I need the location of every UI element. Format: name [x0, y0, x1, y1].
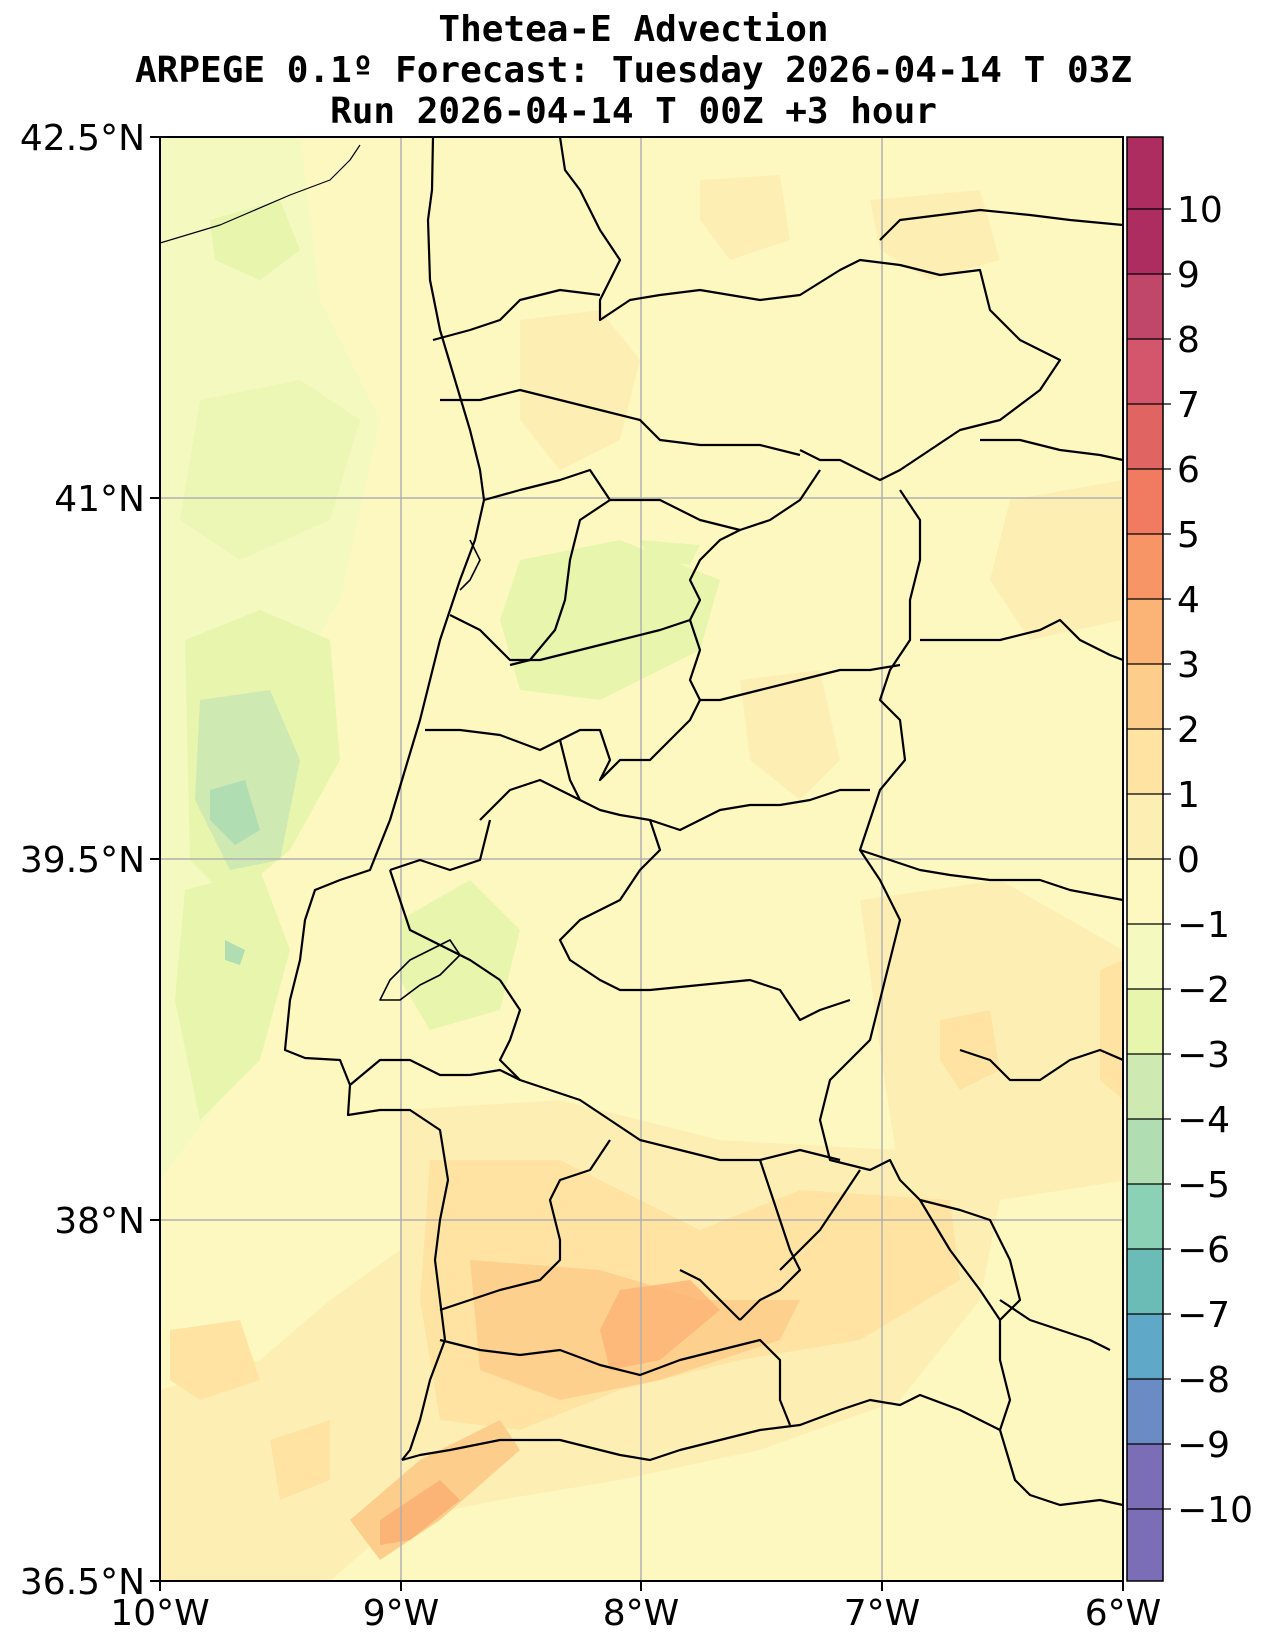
colorbar-label: 0: [1177, 840, 1200, 881]
colorbar-bin: [1127, 599, 1163, 665]
colorbar-bin: [1127, 729, 1163, 795]
x-tick-label: 9°W: [363, 1593, 440, 1634]
y-tick-label: 39.5°N: [20, 840, 145, 881]
colorbar-label: −8: [1177, 1360, 1230, 1401]
colorbar-bin: [1127, 339, 1163, 405]
x-tick-label: 7°W: [844, 1593, 921, 1634]
colorbar-bin: [1127, 989, 1163, 1055]
colorbar-bin: [1127, 1314, 1163, 1380]
colorbar-label: 7: [1177, 385, 1200, 426]
colorbar-label: 10: [1177, 190, 1223, 231]
colorbar-label: −2: [1177, 970, 1230, 1011]
colorbar-label: 3: [1177, 645, 1200, 686]
colorbar-label: −1: [1177, 905, 1230, 946]
x-tick-label: 8°W: [603, 1593, 680, 1634]
colorbar-label: −5: [1177, 1165, 1230, 1206]
colorbar-bin: [1127, 534, 1163, 600]
axis-ticks: [150, 136, 1124, 1591]
colorbar-label: 1: [1177, 775, 1200, 816]
x-tick-label: 10°W: [110, 1593, 209, 1634]
colorbar-label: −10: [1177, 1490, 1253, 1531]
colorbar-label: −6: [1177, 1230, 1230, 1271]
y-tick-label: 38°N: [54, 1201, 145, 1242]
map-subtitle-run: Run 2026-04-14 T 00Z +3 hour: [330, 91, 937, 132]
graticule: [160, 137, 1123, 1581]
colorbar-bin: [1127, 1249, 1163, 1315]
colorbar-label: −3: [1177, 1035, 1230, 1076]
colorbar-bin: [1127, 209, 1163, 275]
colorbar-bin: [1127, 1054, 1163, 1120]
colorbar-label: −9: [1177, 1425, 1230, 1466]
colorbar-label: 2: [1177, 710, 1200, 751]
colorbar-bin: [1127, 924, 1163, 990]
colorbar-bin: [1127, 859, 1163, 925]
colorbar-bin: [1127, 469, 1163, 535]
y-tick-label: 42.5°N: [20, 118, 145, 159]
colorbar-label: 6: [1177, 450, 1200, 491]
y-tick-labels: 36.5°N 38°N 39.5°N 41°N 42.5°N: [20, 118, 145, 1603]
colorbar-bin: [1127, 794, 1163, 860]
map-subtitle-forecast: ARPEGE 0.1º Forecast: Tuesday 2026-04-14…: [135, 50, 1132, 91]
colorbar-bin: [1127, 664, 1163, 730]
colorbar-bin: [1127, 1119, 1163, 1185]
colorbar-frame: [1126, 136, 1164, 1582]
colorbar-label: −4: [1177, 1100, 1230, 1141]
map-title: Thetea-E Advection: [438, 9, 829, 50]
coastline-and-borders: [160, 137, 1123, 1507]
x-tick-label: 6°W: [1085, 1593, 1162, 1634]
colorbar-bin: [1127, 1444, 1163, 1510]
colorbar-bin: [1127, 1379, 1163, 1445]
colorbar-label: −7: [1177, 1295, 1230, 1336]
colorbar-label: 5: [1177, 515, 1200, 556]
colorbar-label: 9: [1177, 255, 1200, 296]
colorbar-bin: [1127, 404, 1163, 470]
y-tick-label: 41°N: [54, 479, 145, 520]
colorbar-label: 8: [1177, 320, 1200, 361]
x-tick-labels: 10°W 9°W 8°W 7°W 6°W: [110, 1593, 1161, 1634]
colorbar-bin: [1127, 1184, 1163, 1250]
colorbar-bin: [1127, 137, 1163, 210]
colorbar-bin: [1127, 274, 1163, 340]
y-tick-label: 36.5°N: [20, 1562, 145, 1603]
colorbar-bin: [1127, 1509, 1163, 1582]
colorbar-label: 4: [1177, 580, 1200, 621]
